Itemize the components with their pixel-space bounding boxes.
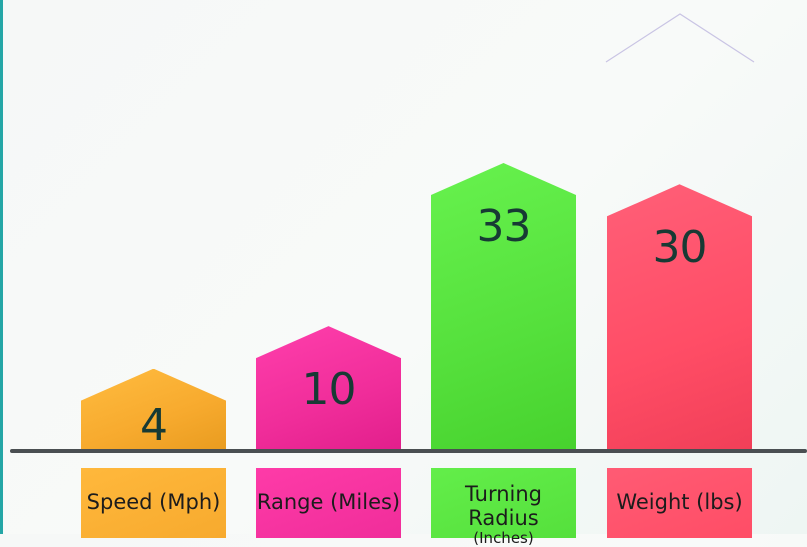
bar-chart: 4 Speed (Mph) 10 Range (Miles) 33 Turning Rad…: [10, 13, 807, 546]
x-axis-baseline: [10, 449, 807, 453]
bar-2: 10: [256, 326, 401, 449]
bar-value-label: 33: [476, 201, 532, 253]
category-label-tile: Range (Miles): [256, 468, 401, 538]
bar-value-label: 4: [140, 400, 168, 452]
bar-3: 33: [431, 163, 576, 449]
category-label-tile: Weight (lbs): [607, 468, 752, 538]
category-label: Speed (Mph): [86, 490, 221, 514]
bar-value-label: 10: [301, 364, 357, 416]
category-sublabel: (Inches): [473, 529, 534, 547]
category-label-tile: Turning Radius (Inches): [431, 468, 576, 546]
bar-1: 4: [81, 368, 226, 452]
category-label: Weight (lbs): [616, 490, 743, 514]
bar-4: 30: [607, 184, 752, 449]
category-label: Range (Miles): [256, 490, 401, 514]
left-edge-accent: [0, 0, 3, 534]
bar-value-label: 30: [652, 222, 708, 274]
category-label-tile: Speed (Mph): [81, 468, 226, 538]
category-label: Turning Radius: [465, 482, 542, 530]
